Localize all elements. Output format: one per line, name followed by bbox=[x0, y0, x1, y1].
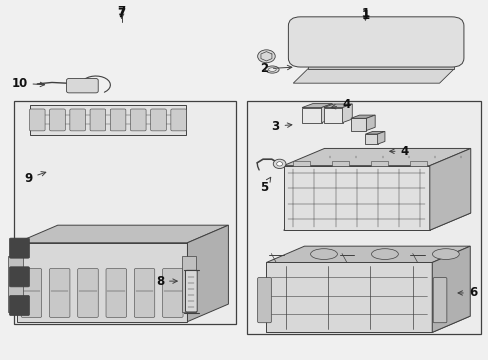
Polygon shape bbox=[187, 225, 228, 321]
FancyBboxPatch shape bbox=[9, 296, 29, 316]
FancyBboxPatch shape bbox=[293, 161, 310, 166]
Polygon shape bbox=[283, 166, 429, 230]
FancyBboxPatch shape bbox=[9, 267, 29, 287]
FancyBboxPatch shape bbox=[331, 161, 348, 166]
Ellipse shape bbox=[431, 249, 458, 260]
Polygon shape bbox=[324, 104, 351, 108]
FancyBboxPatch shape bbox=[90, 109, 105, 131]
Polygon shape bbox=[293, 69, 453, 83]
FancyBboxPatch shape bbox=[70, 109, 85, 131]
FancyBboxPatch shape bbox=[246, 101, 480, 334]
FancyBboxPatch shape bbox=[29, 109, 45, 131]
FancyBboxPatch shape bbox=[257, 278, 271, 323]
Text: 6: 6 bbox=[457, 287, 476, 300]
FancyBboxPatch shape bbox=[134, 269, 155, 318]
Polygon shape bbox=[377, 131, 384, 144]
Ellipse shape bbox=[310, 249, 337, 260]
FancyBboxPatch shape bbox=[66, 78, 98, 93]
Circle shape bbox=[273, 159, 285, 168]
Polygon shape bbox=[431, 246, 469, 332]
Polygon shape bbox=[342, 104, 351, 123]
Ellipse shape bbox=[265, 66, 279, 73]
Polygon shape bbox=[307, 26, 453, 69]
Text: 4: 4 bbox=[330, 98, 349, 111]
FancyBboxPatch shape bbox=[21, 269, 41, 318]
FancyBboxPatch shape bbox=[30, 105, 185, 135]
FancyBboxPatch shape bbox=[181, 256, 195, 312]
FancyBboxPatch shape bbox=[78, 269, 98, 318]
Circle shape bbox=[257, 50, 275, 63]
FancyBboxPatch shape bbox=[14, 101, 236, 324]
Polygon shape bbox=[17, 243, 187, 321]
FancyBboxPatch shape bbox=[50, 109, 65, 131]
FancyBboxPatch shape bbox=[288, 17, 463, 67]
Text: 9: 9 bbox=[24, 172, 46, 185]
FancyBboxPatch shape bbox=[185, 270, 197, 312]
FancyBboxPatch shape bbox=[110, 109, 125, 131]
Polygon shape bbox=[321, 104, 331, 123]
Polygon shape bbox=[302, 104, 331, 108]
FancyBboxPatch shape bbox=[9, 238, 29, 258]
FancyBboxPatch shape bbox=[150, 109, 166, 131]
FancyBboxPatch shape bbox=[8, 256, 22, 312]
FancyBboxPatch shape bbox=[162, 269, 183, 318]
FancyBboxPatch shape bbox=[170, 109, 186, 131]
Polygon shape bbox=[266, 262, 431, 332]
Polygon shape bbox=[429, 148, 470, 230]
FancyBboxPatch shape bbox=[370, 161, 387, 166]
Polygon shape bbox=[302, 108, 321, 123]
Circle shape bbox=[276, 162, 282, 166]
Polygon shape bbox=[365, 134, 377, 144]
Ellipse shape bbox=[371, 249, 398, 260]
Text: 7: 7 bbox=[117, 7, 125, 20]
Text: 5: 5 bbox=[259, 177, 270, 194]
Polygon shape bbox=[283, 213, 470, 230]
Ellipse shape bbox=[268, 68, 276, 71]
Text: 4: 4 bbox=[389, 145, 408, 158]
Polygon shape bbox=[366, 115, 374, 131]
FancyBboxPatch shape bbox=[432, 278, 446, 323]
Text: 10: 10 bbox=[11, 77, 44, 90]
Text: 1: 1 bbox=[361, 7, 369, 20]
Polygon shape bbox=[324, 108, 342, 123]
Polygon shape bbox=[266, 246, 469, 262]
Polygon shape bbox=[283, 148, 470, 166]
Text: 3: 3 bbox=[271, 120, 291, 133]
Text: 8: 8 bbox=[156, 275, 177, 288]
FancyBboxPatch shape bbox=[49, 269, 70, 318]
Polygon shape bbox=[17, 225, 228, 243]
FancyBboxPatch shape bbox=[130, 109, 146, 131]
Polygon shape bbox=[350, 118, 366, 131]
FancyBboxPatch shape bbox=[409, 161, 427, 166]
Text: 2: 2 bbox=[259, 62, 291, 75]
Text: 1: 1 bbox=[361, 9, 369, 22]
Text: 7: 7 bbox=[117, 5, 125, 18]
Polygon shape bbox=[350, 115, 374, 118]
FancyBboxPatch shape bbox=[106, 269, 126, 318]
Polygon shape bbox=[365, 131, 384, 134]
Polygon shape bbox=[266, 316, 469, 332]
